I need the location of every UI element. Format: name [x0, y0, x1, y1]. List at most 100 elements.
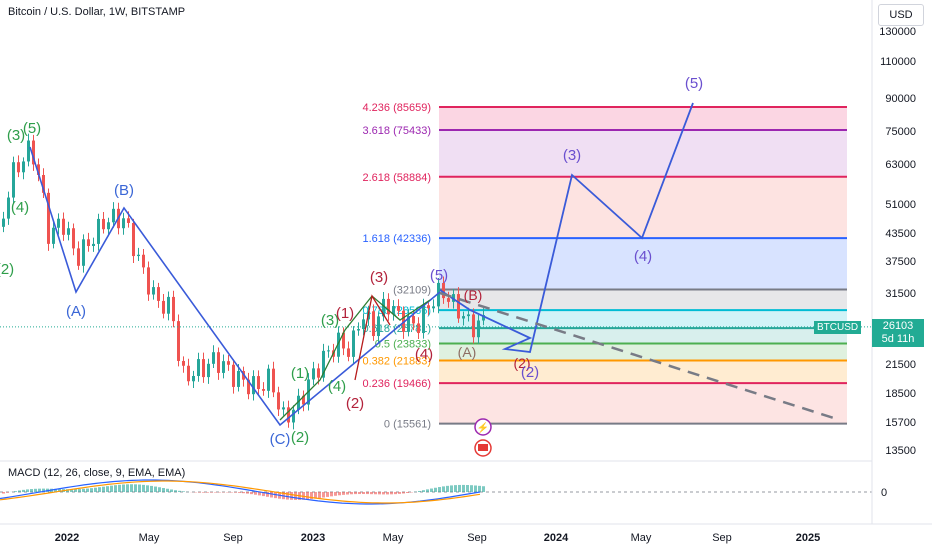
- fib-zone: [439, 289, 847, 310]
- price-tick: 75000: [885, 126, 916, 138]
- candle-body: [412, 316, 415, 323]
- macd-bar: [418, 491, 421, 492]
- macd-bar: [270, 492, 273, 497]
- macd-bar: [450, 485, 453, 492]
- candle-body: [292, 410, 295, 423]
- macd-bar: [370, 492, 373, 494]
- time-tick: 2022: [55, 532, 79, 544]
- wave-label: (1): [291, 365, 309, 382]
- macd-bar: [334, 492, 337, 496]
- candle-body: [387, 299, 390, 314]
- macd-bar: [178, 491, 181, 492]
- macd-bar: [350, 492, 353, 494]
- time-tick: 2023: [301, 532, 325, 544]
- macd-bar: [470, 485, 473, 492]
- macd-bar: [170, 489, 173, 492]
- macd-bar: [286, 492, 289, 500]
- macd-bar: [214, 492, 217, 493]
- candle-body: [102, 219, 105, 229]
- time-tick: Sep: [223, 532, 243, 544]
- fib-zone: [439, 328, 847, 343]
- macd-bar: [466, 485, 469, 492]
- macd-bar: [122, 484, 125, 492]
- macd-bar: [382, 492, 385, 494]
- candle-body: [212, 352, 215, 364]
- candle-body: [112, 209, 115, 222]
- macd-bar: [110, 486, 113, 492]
- macd-bar: [362, 492, 365, 494]
- macd-bar: [6, 492, 9, 493]
- macd-bar: [106, 486, 109, 492]
- candle-body: [432, 306, 435, 308]
- lightning-glyph: ⚡: [477, 421, 489, 434]
- price-tick: 130000: [879, 26, 916, 38]
- candle-body: [137, 255, 140, 256]
- macd-bar: [210, 492, 213, 493]
- fib-zone: [439, 177, 847, 238]
- candle-body: [92, 244, 95, 246]
- candle-body: [7, 198, 10, 219]
- macd-bar: [78, 489, 81, 492]
- macd-bar: [394, 492, 397, 494]
- macd-bar: [134, 484, 137, 492]
- macd-bar: [426, 489, 429, 492]
- macd-bar: [34, 489, 37, 492]
- current-price-value: 26103: [872, 320, 924, 333]
- candle-body: [352, 330, 355, 356]
- macd-bar: [290, 492, 293, 500]
- flag-glyph: [478, 444, 488, 451]
- macd-bar: [386, 492, 389, 494]
- macd-bar: [322, 492, 325, 498]
- candle-body: [77, 248, 80, 265]
- macd-bar: [458, 485, 461, 492]
- candle-body: [22, 161, 25, 172]
- wave-label: (3): [563, 147, 581, 164]
- candle-body: [397, 306, 400, 311]
- candle-body: [2, 219, 5, 227]
- candle-body: [17, 162, 20, 172]
- macd-bar: [318, 492, 321, 498]
- candle-body: [257, 376, 260, 389]
- fib-label: 4.236 (85659): [363, 102, 432, 114]
- macd-bar: [174, 490, 177, 492]
- macd-bar: [430, 489, 433, 492]
- macd-bar: [374, 492, 377, 494]
- macd-bar: [98, 487, 101, 492]
- candle-body: [82, 239, 85, 265]
- macd-bar: [82, 489, 85, 492]
- wave-label: (A): [66, 303, 86, 320]
- candle-body: [357, 329, 360, 330]
- candle-body: [167, 297, 170, 314]
- wave-label: (4): [11, 199, 29, 216]
- macd-bar: [330, 492, 333, 496]
- macd-bar: [18, 490, 21, 492]
- macd-bar: [342, 492, 345, 495]
- price-tick: 37500: [885, 256, 916, 268]
- macd-bar: [378, 492, 381, 494]
- macd-bar: [346, 492, 349, 495]
- macd-bar: [154, 487, 157, 492]
- wave-label: (2): [0, 261, 14, 278]
- macd-bar: [146, 485, 149, 492]
- candle-body: [312, 368, 315, 379]
- candle-body: [62, 219, 65, 235]
- price-tick: 31500: [885, 288, 916, 300]
- candle-body: [447, 298, 450, 302]
- price-tick: 90000: [885, 93, 916, 105]
- macd-label[interactable]: MACD (12, 26, close, 9, EMA, EMA): [8, 467, 185, 479]
- wave-label: (4): [328, 378, 346, 395]
- candle-body: [467, 314, 470, 316]
- macd-bar: [390, 492, 393, 494]
- currency-selector[interactable]: USD: [878, 4, 924, 26]
- macd-bar: [442, 486, 445, 492]
- candle-body: [317, 368, 320, 377]
- macd-bar: [138, 485, 141, 492]
- macd-bar: [482, 486, 485, 492]
- candle-body: [197, 359, 200, 376]
- candle-body: [162, 301, 165, 314]
- candle-body: [282, 407, 285, 409]
- macd-bar: [246, 492, 249, 494]
- candle-body: [192, 376, 195, 381]
- fib-zone: [439, 343, 847, 360]
- candle-body: [372, 311, 375, 336]
